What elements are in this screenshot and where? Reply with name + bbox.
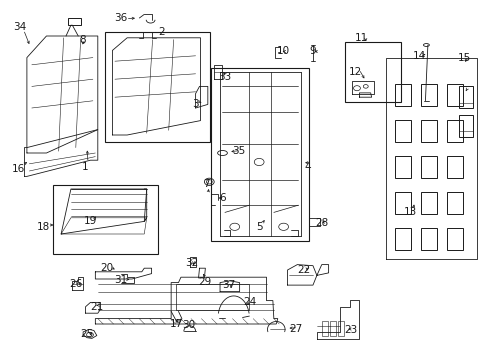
Text: 15: 15 bbox=[457, 53, 470, 63]
Text: 36: 36 bbox=[114, 13, 128, 23]
Text: 16: 16 bbox=[12, 164, 25, 174]
Bar bbox=[176, 284, 249, 310]
Text: 13: 13 bbox=[403, 207, 417, 217]
Text: 29: 29 bbox=[197, 276, 211, 287]
Text: 3: 3 bbox=[192, 99, 199, 109]
Text: 18: 18 bbox=[36, 222, 50, 232]
Text: 32: 32 bbox=[184, 258, 198, 268]
Text: 10: 10 bbox=[277, 46, 289, 56]
Bar bbox=[394, 120, 410, 142]
Bar bbox=[420, 120, 436, 142]
Text: 20: 20 bbox=[100, 263, 113, 273]
Text: 6: 6 bbox=[219, 193, 225, 203]
Text: 27: 27 bbox=[289, 324, 303, 334]
Text: 31: 31 bbox=[114, 275, 128, 285]
Text: 11: 11 bbox=[354, 33, 368, 43]
Bar bbox=[338, 321, 344, 336]
Bar bbox=[329, 321, 335, 336]
Bar bbox=[420, 228, 436, 250]
Bar bbox=[446, 84, 462, 106]
Bar bbox=[446, 228, 462, 250]
Bar bbox=[394, 228, 410, 250]
Text: 1: 1 bbox=[82, 162, 89, 172]
Text: 8: 8 bbox=[79, 35, 85, 45]
Bar bbox=[420, 84, 436, 106]
Bar bbox=[211, 68, 308, 241]
Text: 14: 14 bbox=[412, 51, 426, 61]
Text: 26: 26 bbox=[69, 279, 82, 289]
Text: 23: 23 bbox=[344, 325, 357, 336]
Bar bbox=[344, 42, 400, 102]
Text: 28: 28 bbox=[314, 218, 328, 228]
Text: 2: 2 bbox=[158, 27, 164, 37]
Text: 9: 9 bbox=[309, 46, 316, 56]
Bar bbox=[394, 192, 410, 214]
Text: 7: 7 bbox=[203, 179, 209, 189]
Text: 37: 37 bbox=[222, 280, 235, 291]
Bar bbox=[105, 32, 210, 142]
Bar bbox=[420, 192, 436, 214]
Bar bbox=[394, 84, 410, 106]
Bar bbox=[321, 321, 327, 336]
Bar bbox=[53, 185, 158, 254]
Text: 19: 19 bbox=[83, 216, 97, 226]
Text: 17: 17 bbox=[169, 319, 183, 329]
Bar bbox=[446, 120, 462, 142]
Bar bbox=[458, 115, 472, 137]
Text: 33: 33 bbox=[218, 72, 231, 82]
Bar bbox=[446, 156, 462, 178]
Text: 35: 35 bbox=[231, 146, 245, 156]
Bar bbox=[446, 192, 462, 214]
Text: 34: 34 bbox=[13, 22, 26, 32]
Bar bbox=[68, 18, 81, 25]
Text: 4: 4 bbox=[304, 162, 311, 172]
Text: 22: 22 bbox=[297, 265, 310, 275]
Text: 24: 24 bbox=[242, 297, 256, 307]
Bar bbox=[394, 156, 410, 178]
Bar bbox=[420, 156, 436, 178]
Text: 30: 30 bbox=[182, 320, 194, 330]
Text: 12: 12 bbox=[347, 67, 361, 77]
Bar bbox=[458, 86, 472, 108]
Text: 5: 5 bbox=[255, 222, 262, 232]
Text: 25: 25 bbox=[80, 329, 94, 339]
Text: 21: 21 bbox=[90, 302, 103, 312]
